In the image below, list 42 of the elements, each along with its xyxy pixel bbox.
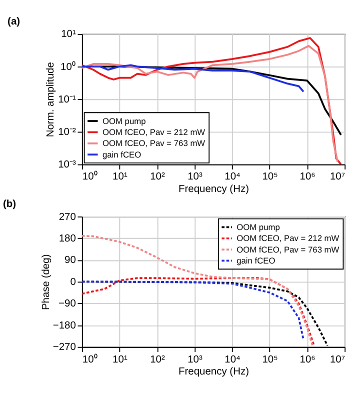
y-tick-label: 90: [64, 255, 76, 266]
x-tick-label: 10⁷: [330, 354, 346, 366]
x-tick-label: 10⁰: [82, 353, 98, 366]
x-tick-label: 10⁵: [262, 172, 278, 183]
chart-title: (b): [3, 199, 16, 210]
y-axis-title: Phase (deg): [41, 254, 52, 310]
y-tick-label: 10⁻¹: [58, 94, 76, 106]
legend-label: OOM pump: [236, 222, 280, 232]
legend-label: OOM fCEO, Pav = 763 mW: [236, 244, 340, 254]
x-tick-label: 10⁶: [300, 172, 316, 183]
legend-label: gain fCEO: [236, 256, 276, 266]
y-tick-label: −90: [58, 298, 76, 310]
x-tick-label: 10⁷: [330, 172, 346, 183]
x-tick-label: 10³: [188, 354, 203, 366]
legend-label: OOM fCEO, Pav = 763 mW: [102, 138, 206, 148]
x-tick-label: 10⁵: [262, 354, 278, 366]
legend-label: OOM fCEO, Pav = 212 mW: [236, 233, 340, 244]
x-tick-label: 10¹: [112, 172, 128, 183]
y-tick-label: 0: [70, 276, 76, 288]
x-tick-label: 10⁴: [224, 172, 240, 183]
y-tick-label: 10⁻²: [58, 126, 76, 138]
y-tick-label: 180: [58, 233, 76, 244]
x-tick-label: 10⁰: [82, 170, 98, 183]
x-axis-title: Frequency (Hz): [178, 184, 250, 195]
y-tick-label: 270: [58, 212, 76, 223]
legend-label: OOM pump: [102, 116, 146, 126]
x-tick-label: 10³: [188, 172, 203, 183]
y-tick-label: 10⁻³: [58, 160, 76, 171]
x-tick-label: 10⁴: [224, 354, 240, 366]
y-tick-label: −180: [52, 320, 76, 332]
x-tick-label: 10²: [150, 172, 166, 183]
legend-label: gain fCEO: [102, 149, 142, 160]
x-axis-title: Frequency (Hz): [178, 366, 250, 378]
legend-label: OOM fCEO, Pav = 212 mW: [102, 126, 206, 137]
chart-title: (a): [8, 16, 20, 28]
y-tick-label: 10¹: [61, 29, 76, 40]
x-tick-label: 10⁶: [300, 354, 316, 366]
y-axis-title: Norm. amplitude: [46, 62, 57, 138]
y-tick-label: 10⁰: [60, 60, 76, 73]
x-tick-label: 10¹: [112, 354, 128, 366]
x-tick-label: 10²: [150, 354, 166, 366]
y-tick-label: −270: [52, 342, 76, 354]
